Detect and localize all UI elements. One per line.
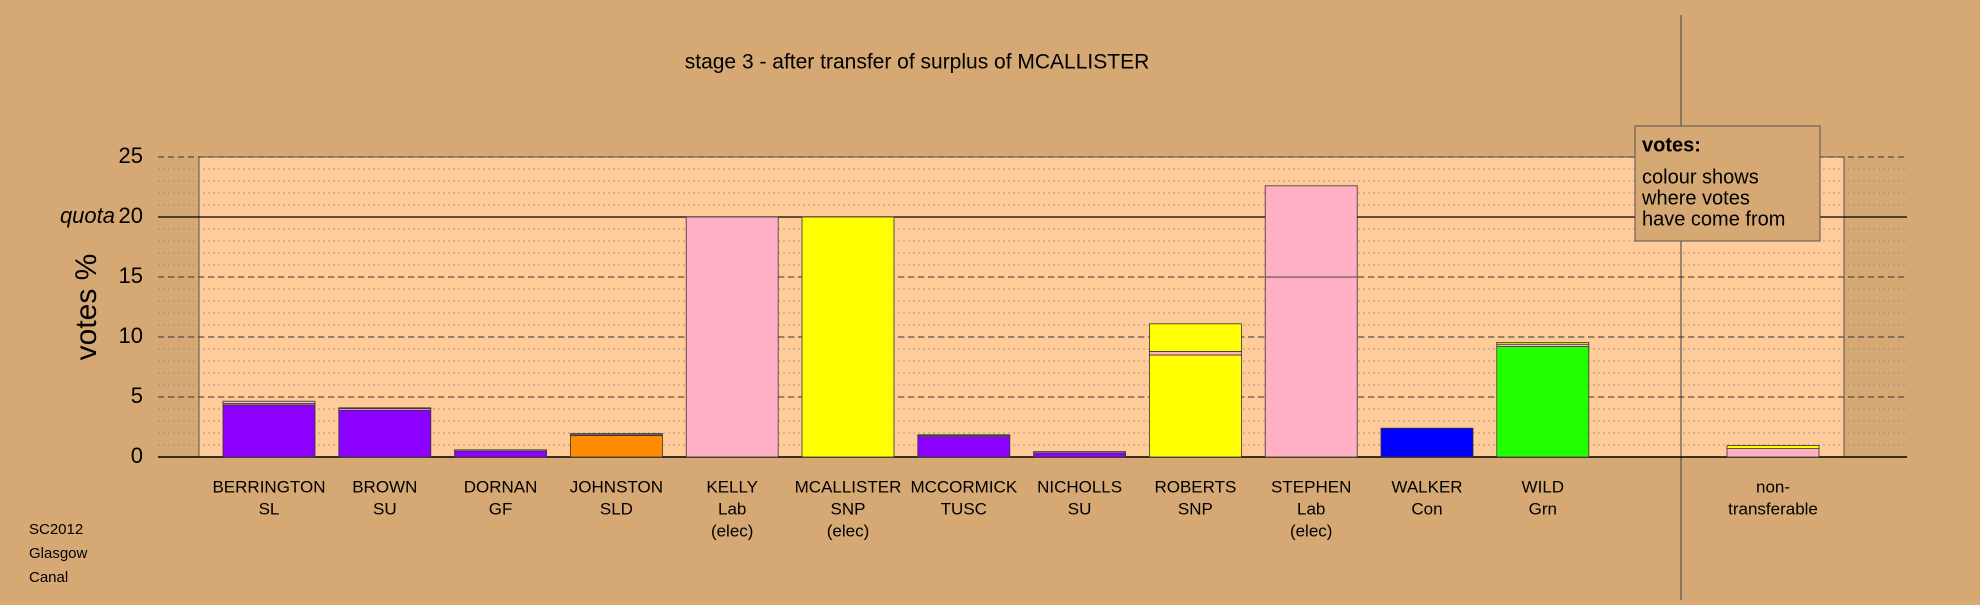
bar-segment bbox=[1496, 346, 1590, 458]
bar-segment bbox=[1033, 452, 1126, 458]
bar-segment bbox=[1380, 427, 1474, 458]
x-tick-label: MCALLISTER bbox=[795, 477, 902, 496]
plot-area bbox=[198, 156, 1845, 458]
bar-segment bbox=[338, 407, 432, 409]
bar-segment bbox=[222, 404, 316, 458]
bar-segment bbox=[1264, 276, 1358, 458]
y-tick-label: 10 bbox=[119, 323, 143, 348]
bar-segment bbox=[685, 216, 779, 458]
x-tick-label: SNP bbox=[831, 499, 866, 518]
x-tick-label: SU bbox=[1068, 499, 1092, 518]
bar-segment bbox=[1033, 451, 1126, 454]
bar-segment bbox=[917, 434, 1011, 436]
x-tick-label: STEPHEN bbox=[1271, 477, 1351, 496]
bar-segment bbox=[1726, 448, 1820, 458]
legend-title: votes: bbox=[1642, 134, 1701, 156]
bar-segment bbox=[1149, 323, 1242, 352]
x-tick-label: KELLY bbox=[706, 477, 758, 496]
bar-segment bbox=[1149, 350, 1242, 356]
x-tick-label: DORNAN bbox=[464, 477, 538, 496]
footer-text: SC2012 bbox=[29, 521, 83, 538]
x-tick-label: Lab bbox=[718, 499, 746, 518]
footer-text: Glasgow bbox=[29, 545, 88, 562]
x-tick-label: BROWN bbox=[352, 477, 417, 496]
legend-text: where votes bbox=[1641, 187, 1750, 209]
x-tick-label: MCCORMICK bbox=[910, 477, 1017, 496]
y-tick-label: 0 bbox=[131, 443, 143, 468]
x-tick-label: ROBERTS bbox=[1154, 477, 1236, 496]
legend-text: colour shows bbox=[1642, 166, 1759, 188]
bar-segment bbox=[338, 409, 432, 458]
y-axis-label: votes % bbox=[70, 254, 103, 361]
y-tick-label: 20 bbox=[119, 203, 143, 228]
x-tick-label: TUSC bbox=[941, 499, 987, 518]
bar-segment bbox=[917, 436, 1011, 458]
y-tick-label: 5 bbox=[131, 383, 143, 408]
x-tick-label: Con bbox=[1411, 499, 1442, 518]
x-tick-label: SLD bbox=[600, 499, 633, 518]
bar-segment bbox=[1726, 445, 1820, 450]
quota-label: quota bbox=[60, 203, 115, 228]
x-tick-label: transferable bbox=[1728, 499, 1818, 518]
y-tick-label: 25 bbox=[119, 143, 143, 168]
x-tick-label: SU bbox=[373, 499, 397, 518]
x-tick-label: (elec) bbox=[1290, 521, 1333, 540]
bar-segment bbox=[454, 449, 548, 452]
bar-segment bbox=[801, 216, 895, 458]
plot: 0 5 10 15 20 25 quota BERRINGTON SL BROWN SU DORNAN… bbox=[60, 143, 1907, 540]
bar-segment bbox=[1264, 185, 1358, 278]
x-tick-label: NICHOLLS bbox=[1037, 477, 1122, 496]
legend-box bbox=[1634, 125, 1821, 242]
x-tick-label: GF bbox=[489, 499, 513, 518]
x-tick-label: non- bbox=[1756, 477, 1790, 496]
x-tick-label: SL bbox=[259, 499, 280, 518]
x-tick-label: (elec) bbox=[711, 521, 754, 540]
x-tick-label: Lab bbox=[1297, 499, 1325, 518]
x-tick-label: WILD bbox=[1522, 477, 1565, 496]
y-tick-label: 15 bbox=[119, 263, 143, 288]
footer-text: Canal bbox=[29, 569, 68, 586]
x-tick-label: SNP bbox=[1178, 499, 1213, 518]
x-tick-label: (elec) bbox=[827, 521, 870, 540]
bar-segment bbox=[570, 433, 663, 435]
bar-segment bbox=[454, 450, 548, 458]
bar-segment bbox=[1496, 341, 1590, 345]
x-tick-label: JOHNSTON bbox=[570, 477, 663, 496]
chart-title: stage 3 - after transfer of surplus of M… bbox=[685, 51, 1150, 74]
x-tick-label: WALKER bbox=[1391, 477, 1462, 496]
legend-text: have come from bbox=[1642, 208, 1785, 230]
bar-segment bbox=[222, 400, 316, 405]
bar-segment bbox=[570, 434, 663, 458]
bar-segment bbox=[1149, 354, 1242, 458]
x-tick-label: BERRINGTON bbox=[212, 477, 325, 496]
x-tick-label: Grn bbox=[1529, 499, 1557, 518]
